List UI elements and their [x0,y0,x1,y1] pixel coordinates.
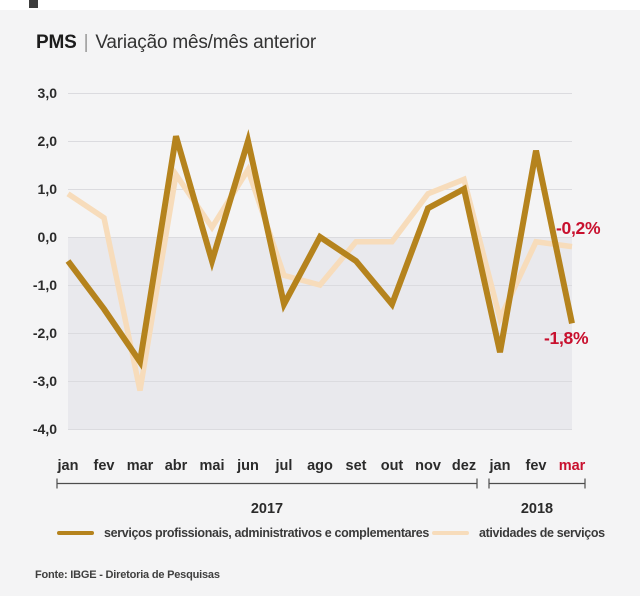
x-tick-label: abr [165,458,188,474]
title-separator: | [83,32,89,53]
top-edge-artifact [29,0,38,8]
y-tick-label: -1,0 [33,277,57,293]
service-activities-line [66,163,573,392]
y-tick-label: -3,0 [33,373,57,389]
title-brand: PMS [36,32,77,53]
x-tick-label: fev [526,458,547,474]
x-tick-label-highlight: mar [559,458,586,474]
y-tick-label: 2,0 [38,133,58,149]
title-subtitle: Variação mês/mês anterior [95,32,316,53]
x-tick-label: dez [452,458,476,474]
x-tick-label: mai [200,458,225,474]
x-tick-label: jul [275,458,293,474]
professional-services-line [65,129,575,370]
y-tick-label: 3,0 [38,85,58,101]
x-tick-label: fev [94,458,115,474]
year-label: 2017 [251,501,283,517]
year-bracket-2017 [56,478,478,489]
legend-label-professional-services: serviços profissionais, administrativos … [104,526,429,540]
legend-label-service-activities: atividades de serviços [479,526,605,540]
x-tick-label: mar [127,458,154,474]
legend-item-service-activities: atividades de serviços [432,526,605,540]
y-tick-label: -2,0 [33,325,57,341]
x-tick-label: jun [236,458,259,474]
year-bracket-2018 [488,478,586,489]
x-tick-label: out [381,458,404,474]
x-tick-label: nov [415,458,441,474]
x-tick-label: ago [307,458,333,474]
x-tick-label: jan [489,458,511,474]
y-tick-label: 0,0 [38,229,58,245]
professional-services-swatch [57,531,94,535]
source-note: Fonte: IBGE - Diretoria de Pesquisas [35,569,220,581]
year-label: 2018 [521,501,553,517]
annotation-professional-services: -1,8% [544,328,589,348]
x-tick-label: jan [57,458,79,474]
y-tick-label: 1,0 [38,181,58,197]
legend-item-professional-services: serviços profissionais, administrativos … [57,526,429,540]
annotation-service-activities: -0,2% [556,218,601,238]
service-activities-swatch [432,531,469,535]
page-title: PMS | Variação mês/mês anterior [36,32,316,54]
x-tick-label: set [346,458,367,474]
y-tick-label: -4,0 [33,421,57,437]
